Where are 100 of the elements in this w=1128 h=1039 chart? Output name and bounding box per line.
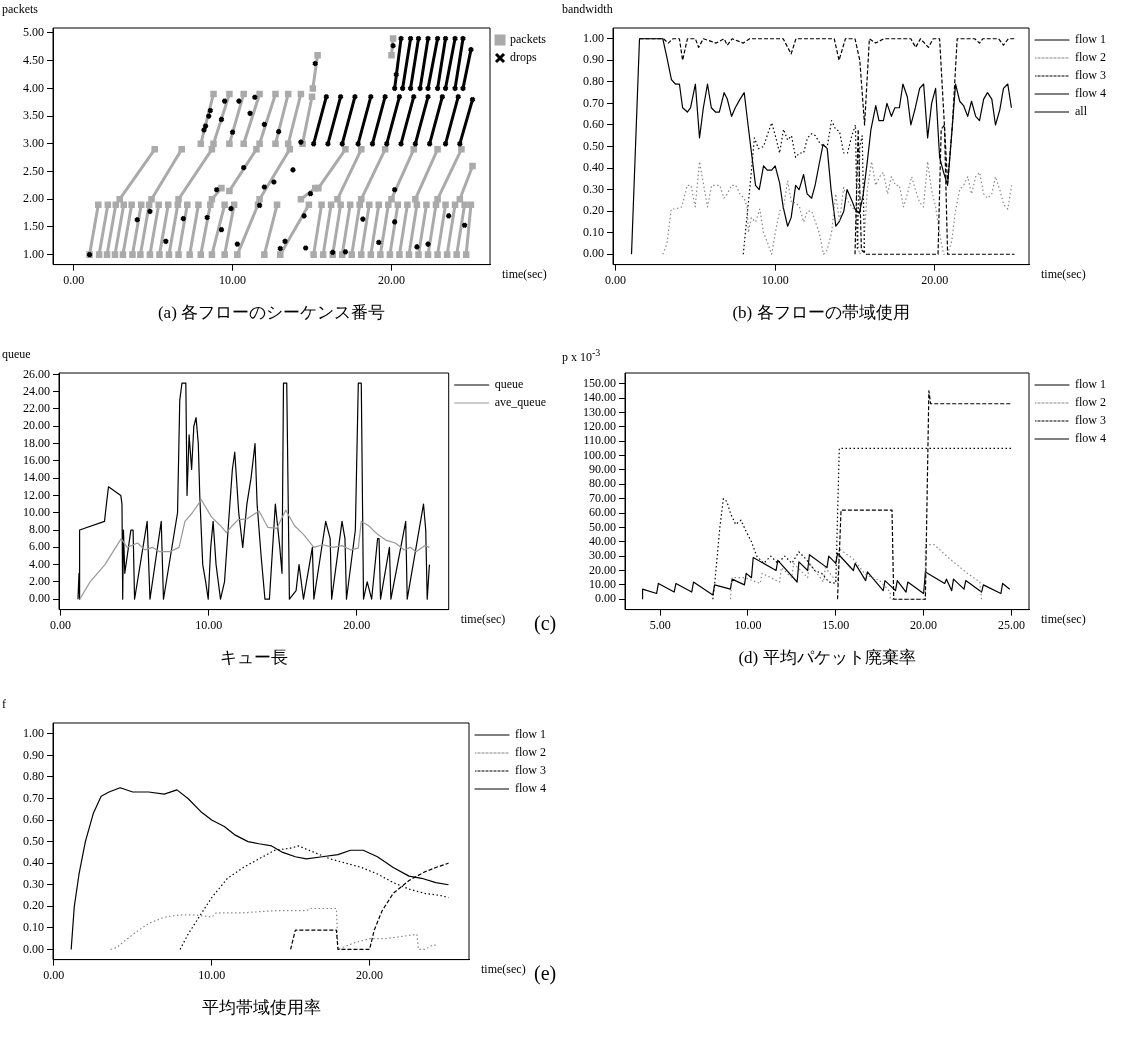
y-tick-label: 140.00 <box>583 390 616 405</box>
legend-label: flow 2 <box>1075 50 1106 65</box>
y-tick-label: 3.50 <box>23 108 44 123</box>
y-tick-label: 1.00 <box>23 725 44 740</box>
y-tick-label: 8.00 <box>29 522 50 537</box>
x-tick-label: 10.00 <box>219 272 247 287</box>
y-tick-label: 10.00 <box>23 504 50 519</box>
x-tick-label: 15.00 <box>822 617 850 632</box>
y-tick-label: 80.00 <box>589 476 616 491</box>
y-tick-label: 2.00 <box>29 574 50 589</box>
legend-label: ave_queue <box>494 395 547 410</box>
y-tick-label: 2.50 <box>23 163 44 178</box>
x-axis-title: time(sec) <box>1041 266 1086 282</box>
y-tick-label: 20.00 <box>589 562 616 577</box>
y-tick-label: 0.40 <box>23 855 44 870</box>
y-tick-label: 0.90 <box>23 747 44 762</box>
y-tick-label: 10.00 <box>589 577 616 592</box>
y-tick-label: 0.70 <box>583 95 604 110</box>
x-tick-label: 0.00 <box>605 272 627 287</box>
y-tick-label: 0.80 <box>583 74 604 89</box>
legend-label: queue <box>494 377 524 392</box>
legend-label: all <box>1075 104 1088 119</box>
x-tick-label: 10.00 <box>195 617 223 632</box>
legend-label: flow 3 <box>1075 413 1106 428</box>
y-tick-label: 100.00 <box>583 447 616 462</box>
y-tick-label: 3.00 <box>23 135 44 150</box>
y-tick-label: 0.30 <box>23 876 44 891</box>
y-tick-label: 0.90 <box>583 52 604 67</box>
y-tick-label: 0.60 <box>23 812 44 827</box>
legend-label: flow 4 <box>1075 431 1106 446</box>
y-tick-label: 18.00 <box>23 435 50 450</box>
y-tick-label: 0.70 <box>23 790 44 805</box>
x-axis-title: time(sec) <box>460 611 506 627</box>
y-tick-label: 0.00 <box>23 941 44 956</box>
x-axis-title: time(sec) <box>502 266 547 282</box>
x-axis-title: time(sec) <box>1041 611 1086 627</box>
x-axis-title: time(sec) <box>481 961 526 977</box>
x-tick-label: 20.00 <box>910 617 938 632</box>
y-tick-label: 0.40 <box>583 160 604 175</box>
x-tick-label: 0.00 <box>63 272 85 287</box>
y-tick-label: 4.00 <box>23 80 44 95</box>
y-tick-label: 1.00 <box>583 30 604 45</box>
legend-label: flow 1 <box>1075 377 1106 392</box>
y-tick-label: 0.00 <box>29 591 50 606</box>
legend-label: flow 4 <box>515 781 546 796</box>
y-tick-label: 0.00 <box>595 591 616 606</box>
y-tick-label: 0.30 <box>583 181 604 196</box>
x-tick-label: 0.00 <box>43 967 65 982</box>
text: (e) <box>534 961 557 985</box>
y-tick-label: 60.00 <box>589 505 616 520</box>
y-tick-label: 1.50 <box>23 219 44 234</box>
y-tick-label: 4.00 <box>29 556 50 571</box>
y-tick-label: 120.00 <box>583 418 616 433</box>
y-axis-title: bandwidth <box>562 2 613 17</box>
y-tick-label: 22.00 <box>23 401 50 416</box>
y-tick-label: 0.20 <box>583 203 604 218</box>
x-tick-label: 0.00 <box>49 617 71 632</box>
x-tick-label: 5.00 <box>649 617 671 632</box>
y-tick-label: 0.10 <box>583 224 604 239</box>
y-tick-label: 0.80 <box>23 769 44 784</box>
y-tick-label: 0.20 <box>23 898 44 913</box>
legend-label: flow 3 <box>515 763 546 778</box>
y-axis-title: packets <box>2 2 38 17</box>
legend-label: packets <box>510 32 547 47</box>
y-tick-label: 110.00 <box>583 433 616 448</box>
y-tick-label: 1.00 <box>23 246 44 261</box>
x-tick-label: 10.00 <box>761 272 789 287</box>
y-tick-label: 12.00 <box>23 487 50 502</box>
x-tick-label: 20.00 <box>921 272 949 287</box>
x-tick-label: 10.00 <box>734 617 762 632</box>
text: (a) 各フローのシーケンス番号 <box>156 302 387 324</box>
legend-label: flow 3 <box>1075 68 1106 83</box>
y-tick-label: 0.60 <box>583 117 604 132</box>
legend-label: flow 2 <box>1075 395 1106 410</box>
text: (c) <box>534 611 557 635</box>
text: キュー長 <box>218 647 289 669</box>
y-tick-label: 14.00 <box>23 470 50 485</box>
y-tick-label: 0.00 <box>583 246 604 261</box>
y-tick-label: 0.10 <box>23 920 44 935</box>
legend-label: drops <box>510 50 538 65</box>
y-tick-label: 40.00 <box>589 533 616 548</box>
x-tick-label: 20.00 <box>343 617 371 632</box>
y-tick-label: 150.00 <box>583 375 616 390</box>
legend-label: flow 1 <box>515 727 546 742</box>
y-tick-label: 90.00 <box>589 462 616 477</box>
y-tick-label: 5.00 <box>23 25 44 40</box>
y-tick-label: 2.00 <box>23 191 44 206</box>
x-tick-label: 10.00 <box>198 967 226 982</box>
y-tick-label: 24.00 <box>23 383 50 398</box>
y-axis-title: queue <box>2 347 31 362</box>
y-tick-label: 70.00 <box>589 490 616 505</box>
y-tick-label: 0.50 <box>23 833 44 848</box>
legend-label: flow 1 <box>1075 32 1106 47</box>
y-tick-label: 130.00 <box>583 404 616 419</box>
y-tick-label: 30.00 <box>589 548 616 563</box>
legend-label: flow 4 <box>1075 86 1106 101</box>
y-tick-label: 16.00 <box>23 453 50 468</box>
text: (b) 各フローの帯域使用 <box>731 302 911 324</box>
text: (d) 平均パケット廃棄率 <box>737 647 917 669</box>
y-tick-label: 0.50 <box>583 138 604 153</box>
